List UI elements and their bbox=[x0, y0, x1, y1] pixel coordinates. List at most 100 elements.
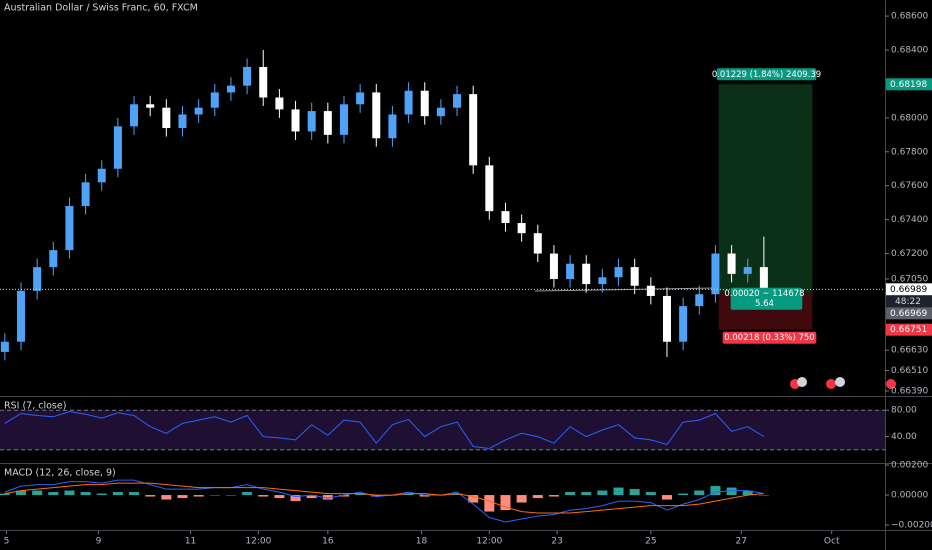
x-tick-label: 5 bbox=[4, 537, 10, 547]
y-tick-label: 40.00 bbox=[891, 432, 917, 442]
candle-body bbox=[614, 267, 623, 278]
position-label: 0.00020 ~ 114678 bbox=[724, 289, 804, 299]
macd-histogram-bar bbox=[322, 495, 333, 500]
position-label-box bbox=[730, 287, 803, 310]
price-label: 0.66751 bbox=[890, 325, 927, 335]
price-label: 0.66989 bbox=[890, 285, 927, 295]
price-label: 0.66969 bbox=[890, 309, 927, 319]
macd-histogram-bar bbox=[258, 495, 269, 497]
candle-body bbox=[582, 263, 591, 285]
candle-body bbox=[226, 85, 235, 93]
x-tick-label: 16 bbox=[322, 537, 334, 547]
candle-body bbox=[113, 126, 122, 169]
candle-body bbox=[356, 92, 365, 105]
event-icon[interactable] bbox=[886, 379, 896, 389]
event-icon[interactable] bbox=[826, 379, 836, 389]
countdown-box bbox=[886, 295, 932, 308]
countdown: 48:22 bbox=[895, 297, 921, 307]
macd-histogram-bar bbox=[500, 495, 511, 511]
macd-histogram-bar bbox=[581, 492, 592, 496]
price-label-box bbox=[886, 323, 932, 336]
candle-body bbox=[323, 111, 332, 135]
macd-histogram-bar bbox=[80, 492, 91, 496]
y-tick-label: 0.67600 bbox=[891, 181, 928, 191]
candle-body bbox=[16, 290, 25, 342]
rsi-line bbox=[4, 410, 765, 450]
y-tick-label: 0.68400 bbox=[891, 46, 928, 56]
candle-body bbox=[33, 267, 42, 291]
candle-body bbox=[291, 109, 300, 132]
macd-histogram-bar bbox=[629, 489, 640, 496]
macd-histogram-bar bbox=[290, 495, 301, 502]
x-tick-label: 9 bbox=[96, 537, 102, 547]
macd-histogram-bar bbox=[403, 493, 414, 496]
candle-body bbox=[646, 285, 655, 296]
macd-histogram-bar bbox=[129, 492, 140, 496]
candle-body bbox=[404, 90, 413, 115]
candle-body bbox=[469, 94, 478, 166]
macd-histogram-bar bbox=[484, 495, 495, 512]
candle-body bbox=[178, 114, 187, 129]
candle-body bbox=[549, 253, 558, 279]
candle-body bbox=[711, 253, 720, 295]
macd-histogram-bar bbox=[371, 495, 382, 497]
candle-body bbox=[759, 267, 768, 290]
macd-histogram-bar bbox=[419, 495, 430, 497]
y-tick-label: 0.00200 bbox=[891, 461, 928, 471]
candle-body bbox=[243, 66, 252, 86]
candle-body bbox=[210, 92, 219, 108]
macd-histogram-bar bbox=[758, 495, 769, 496]
x-tick-label: 11 bbox=[185, 537, 196, 547]
x-tick-label: 12:00 bbox=[476, 537, 502, 547]
candle-body bbox=[517, 223, 526, 234]
y-tick-label: −0.00200 bbox=[891, 521, 932, 531]
price-label-box bbox=[886, 283, 932, 296]
macd-histogram-bar bbox=[225, 495, 236, 496]
macd-histogram-bar bbox=[145, 495, 156, 497]
position-label-box bbox=[716, 68, 817, 81]
macd-line bbox=[4, 482, 764, 514]
candle-body bbox=[679, 306, 688, 342]
macd-histogram-bar bbox=[274, 495, 285, 499]
candle-body bbox=[146, 104, 155, 108]
candle-body bbox=[630, 267, 639, 286]
candle-body bbox=[49, 250, 58, 268]
macd-histogram-bar bbox=[565, 492, 576, 496]
macd-histogram-bar bbox=[694, 490, 705, 496]
candle-body bbox=[695, 294, 704, 307]
macd-histogram-bar bbox=[112, 492, 123, 496]
candle-body bbox=[81, 182, 90, 207]
candle-body bbox=[420, 90, 429, 117]
macd-line bbox=[4, 479, 764, 523]
candle-body bbox=[436, 107, 445, 117]
macd-histogram-bar bbox=[242, 492, 253, 496]
macd-histogram-bar bbox=[726, 487, 737, 496]
y-tick-label: 0.00000 bbox=[891, 491, 928, 501]
candle-body bbox=[162, 107, 171, 129]
macd-histogram-bar bbox=[613, 487, 624, 496]
macd-histogram-bar bbox=[161, 495, 172, 500]
macd-histogram-bar bbox=[516, 495, 527, 503]
y-tick-label: 80.00 bbox=[891, 406, 917, 416]
candle-body bbox=[533, 233, 542, 254]
candle-body bbox=[372, 92, 381, 139]
y-tick-label: 0.66510 bbox=[891, 366, 928, 376]
macd-histogram-bar bbox=[96, 493, 107, 496]
candle-body bbox=[662, 295, 671, 342]
candle-body bbox=[727, 253, 736, 274]
macd-histogram-bar bbox=[64, 490, 75, 496]
candle-body bbox=[130, 104, 139, 127]
price-label: 0.68198 bbox=[890, 80, 927, 90]
rsi-title: RSI (7, close) bbox=[4, 401, 66, 412]
x-tick-label: 23 bbox=[551, 537, 562, 547]
event-icon[interactable] bbox=[835, 377, 845, 387]
macd-histogram-bar bbox=[177, 495, 188, 499]
candle-body bbox=[275, 97, 284, 110]
y-tick-label: 0.66630 bbox=[891, 346, 928, 356]
y-tick-label: 0.67200 bbox=[891, 249, 928, 259]
macd-histogram-bar bbox=[452, 493, 463, 496]
macd-histogram-bar bbox=[645, 492, 656, 496]
macd-histogram-bar bbox=[548, 495, 559, 497]
event-icon[interactable] bbox=[797, 377, 807, 387]
